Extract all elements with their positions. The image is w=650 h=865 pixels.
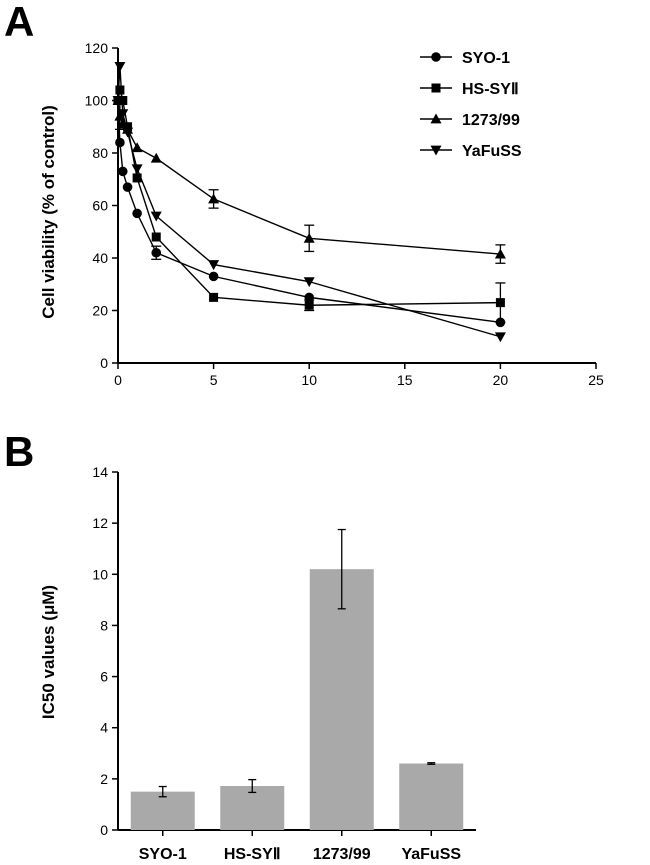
bar-0 [130, 791, 195, 830]
category-label: YaFuSS [401, 846, 461, 863]
y-tick-label-b: 6 [100, 669, 108, 685]
y-axis-title-a: Cell viability (% of control) [39, 105, 58, 318]
data-point [151, 247, 162, 258]
legend-marker [431, 83, 441, 93]
legend: SYO-1 HS-SYⅡ 1273/99 YaFuSS [420, 50, 522, 160]
x-tick-label-a: 15 [397, 372, 413, 388]
x-tick-label-a: 10 [301, 372, 317, 388]
data-point [118, 96, 128, 105]
data-point [131, 164, 143, 175]
data-point [122, 127, 134, 138]
legend-marker [430, 145, 442, 156]
y-tick-label-b: 12 [92, 515, 108, 531]
y-tick-label-b: 0 [100, 822, 108, 838]
x-tick-label-a: 5 [210, 372, 218, 388]
data-point [303, 232, 315, 243]
bar-3 [399, 763, 464, 830]
data-point [151, 232, 161, 242]
y-tick-label-b: 8 [100, 617, 108, 633]
data-point [122, 182, 133, 192]
data-point [117, 109, 129, 120]
data-point [132, 208, 142, 219]
panel-b-label: B [4, 428, 34, 475]
data-point [132, 173, 142, 183]
data-point [494, 248, 506, 259]
data-point [495, 298, 505, 308]
series-line [117, 89, 501, 306]
category-label: 1273/99 [313, 846, 371, 863]
data-point [131, 142, 143, 153]
series-0 [113, 95, 506, 328]
y-axis-title-b: IC50 values (μM) [39, 585, 58, 719]
legend-marker [430, 113, 442, 124]
series-3 [112, 61, 506, 343]
y-tick-label-a: 120 [85, 40, 109, 56]
category-label: HS-SYⅡ [224, 846, 281, 863]
y-tick-label-a: 0 [100, 355, 108, 371]
y-tick-label-a: 20 [92, 303, 108, 319]
data-point [115, 85, 125, 95]
x-tick-label-a: 25 [588, 372, 604, 388]
bar-1 [220, 786, 285, 830]
data-point [208, 260, 220, 271]
data-point [209, 292, 219, 302]
legend-label: HS-SYⅡ [462, 81, 519, 98]
data-point [114, 61, 126, 72]
y-tick-label-b: 4 [100, 720, 108, 736]
x-tick-label-a: 0 [114, 372, 122, 388]
panel-a-label: A [4, 0, 34, 45]
series-line [117, 100, 501, 324]
y-tick-label-b: 10 [92, 566, 108, 582]
data-point [150, 152, 162, 163]
category-label: SYO-1 [139, 846, 187, 863]
data-point [303, 277, 315, 288]
y-tick-label-a: 100 [85, 93, 109, 109]
data-point [150, 211, 162, 222]
legend-marker [431, 52, 441, 62]
y-tick-label-a: 80 [92, 145, 108, 161]
viability-line-chart: 0 20 40 60 80 100 120 0 5 10 15 20 25 Cell viability… [39, 40, 604, 388]
y-tick-label-a: 60 [92, 198, 108, 214]
data-point [304, 300, 314, 310]
ic50-bar-chart: 0 2 4 6 8 10 12 14 SYO-1 HS-SYⅡ 1273/99 YaFuSS IC5… [39, 464, 476, 863]
legend-label: YaFuSS [462, 143, 522, 160]
y-tick-label-b: 14 [92, 464, 108, 480]
data-point [208, 193, 220, 204]
x-tick-label-a: 20 [493, 372, 509, 388]
data-point [117, 166, 128, 177]
data-point [208, 271, 219, 282]
series-1 [113, 85, 506, 323]
legend-label: SYO-1 [462, 50, 510, 67]
series-2 [112, 95, 506, 264]
data-point [115, 137, 125, 148]
y-tick-label-a: 40 [92, 250, 108, 266]
data-point [494, 332, 506, 343]
legend-label: 1273/99 [462, 112, 520, 129]
bar-2 [309, 569, 374, 830]
y-tick-label-b: 2 [100, 771, 108, 787]
data-point [112, 96, 124, 106]
